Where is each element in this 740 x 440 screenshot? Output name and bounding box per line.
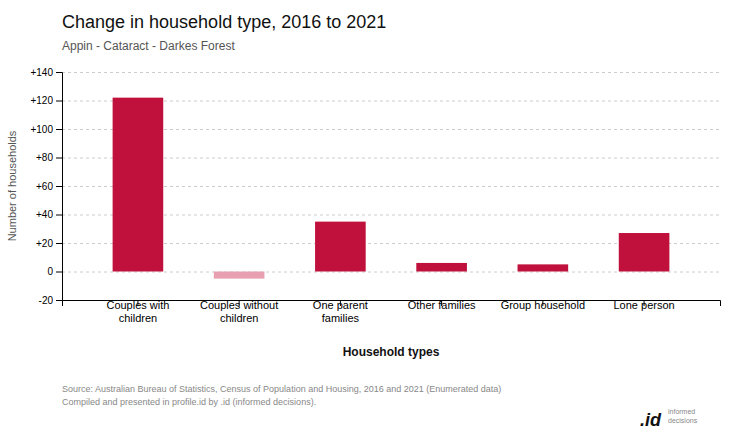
text-line: informed xyxy=(668,408,695,415)
grid-tick xyxy=(62,72,720,73)
x-tick: Couples withchildren xyxy=(106,299,169,324)
grid-line xyxy=(62,72,720,73)
grid-tick xyxy=(62,272,720,273)
text-line: Couples without xyxy=(200,299,278,311)
text-line: Source: Australian Bureau of Statistics,… xyxy=(62,384,501,394)
x-tick-label: Group household xyxy=(501,299,585,311)
title: Change in household type, 2016 to 2021 xyxy=(62,12,386,32)
x-tick: One parentfamilies xyxy=(313,299,368,324)
x-tick-label: Other families xyxy=(408,299,476,311)
bar xyxy=(214,272,265,279)
text-line: families xyxy=(322,312,360,324)
y-tick-label: +40 xyxy=(36,209,53,220)
y-tick-label: +20 xyxy=(36,238,53,249)
chart: Change in household type, 2016 to 2021 Ap… xyxy=(0,0,740,440)
text-line: decisions xyxy=(668,417,698,424)
text-line: Group household xyxy=(501,299,585,311)
bar xyxy=(315,222,366,272)
y-tick: +100 xyxy=(30,124,62,135)
x-tick-label: Couples withchildren xyxy=(106,299,169,324)
y-axis-line xyxy=(56,73,63,301)
y-tick-mark xyxy=(56,72,62,73)
bar xyxy=(619,233,670,271)
logo: .id xyxy=(640,410,662,430)
x-tick: Other families xyxy=(408,299,476,311)
y-tick: +60 xyxy=(36,181,62,192)
y-tick-label: +140 xyxy=(30,67,53,78)
text-line: children xyxy=(119,312,158,324)
y-tick: +140 xyxy=(30,67,62,78)
bars xyxy=(113,98,670,279)
x-tick: Lone person xyxy=(613,299,674,311)
x-tick-label: Lone person xyxy=(613,299,674,311)
y-tick-mark xyxy=(56,215,62,216)
y-tick: 0 xyxy=(47,266,62,277)
y-tick-mark xyxy=(56,272,62,273)
text-line: Lone person xyxy=(613,299,674,311)
y-tick-mark xyxy=(56,300,62,301)
y-tick-mark xyxy=(56,243,62,244)
text-line: children xyxy=(220,312,259,324)
bar xyxy=(518,264,569,271)
y-tick: +40 xyxy=(36,209,62,220)
x-axis-title: Household types xyxy=(343,345,440,359)
source-note: Source: Australian Bureau of Statistics,… xyxy=(62,384,501,407)
y-tick-label: +120 xyxy=(30,95,53,106)
text-line: One parent xyxy=(313,299,368,311)
text-line: Couples with xyxy=(106,299,169,311)
text-line: Other families xyxy=(408,299,476,311)
bar xyxy=(416,263,467,272)
y-tick-label: +80 xyxy=(36,152,53,163)
y-tick-mark xyxy=(56,129,62,130)
y-tick-mark xyxy=(56,186,62,187)
x-tick: Group household xyxy=(501,299,585,311)
x-tick: Couples withoutchildren xyxy=(200,299,278,324)
y-tick-label: +100 xyxy=(30,124,53,135)
y-tick: +20 xyxy=(36,238,62,249)
y-tick-label: +60 xyxy=(36,181,53,192)
y-tick-label: -20 xyxy=(39,295,54,306)
logo-text: informed decisions xyxy=(668,408,698,424)
y-tick-label: 0 xyxy=(47,266,53,277)
grid xyxy=(62,73,720,301)
subtitle: Appin - Cataract - Darkes Forest xyxy=(62,39,235,53)
text-line: Compiled and presented in profile.id by … xyxy=(62,397,316,407)
y-tick-mark xyxy=(56,101,62,102)
x-axis: Couples withchildrenCouples withoutchild… xyxy=(63,299,721,324)
x-tick-label: Couples withoutchildren xyxy=(200,299,278,324)
y-tick: +80 xyxy=(36,152,62,163)
y-tick-mark xyxy=(56,158,62,159)
y-axis: -20 0 +20 +40 +60 +80 +100 +120 +140 xyxy=(30,67,62,306)
plot: -20 0 +20 +40 +60 +80 +100 +120 +140 Couples with… xyxy=(30,67,720,324)
y-axis-title: Number of households xyxy=(6,130,18,241)
y-tick: +120 xyxy=(30,95,62,106)
y-tick: -20 xyxy=(39,295,62,306)
x-tick-label: One parentfamilies xyxy=(313,299,368,324)
bar xyxy=(113,98,164,272)
grid-line xyxy=(62,272,720,273)
